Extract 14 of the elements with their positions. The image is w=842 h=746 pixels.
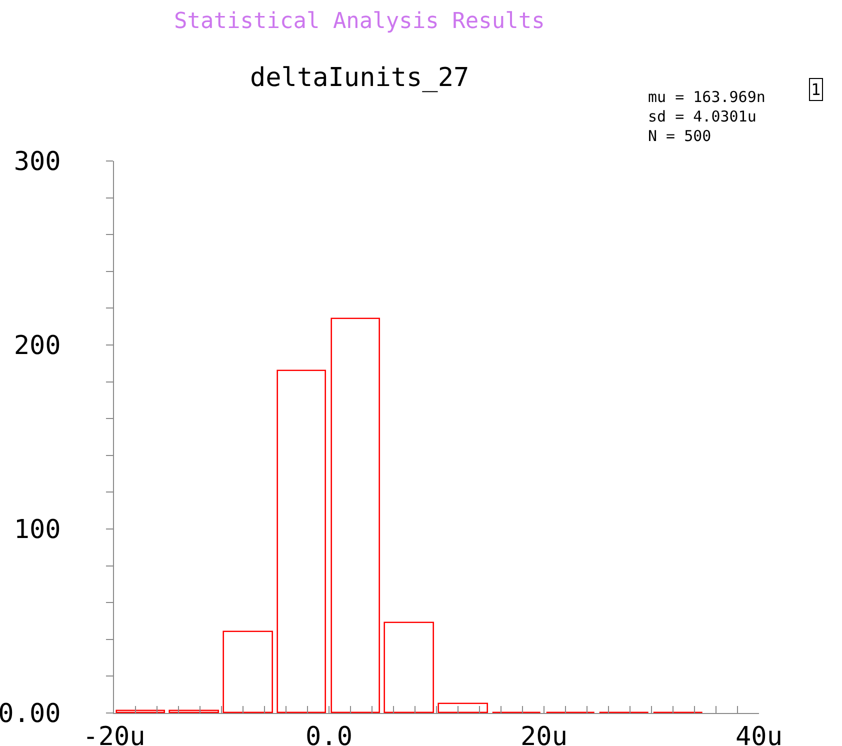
text: sd = 4.0301u	[648, 108, 756, 126]
x-tick-label: 20u	[520, 722, 568, 746]
chart-subtitle: deltaIunits_27	[250, 63, 470, 93]
x-tick-label: -20u	[82, 722, 146, 746]
y-tick-label: 300	[14, 147, 61, 178]
text: mu = 163.969n	[648, 88, 766, 106]
y-tick-label: 0.00	[0, 699, 61, 730]
y-tick-label: 100	[14, 515, 61, 546]
y-tick-label: 200	[14, 331, 61, 362]
text: N = 500	[648, 127, 712, 145]
x-tick-label: 0.0	[306, 722, 352, 746]
text: 1	[811, 80, 821, 99]
chart-title: Statistical Analysis Results	[174, 9, 545, 34]
x-tick-label: 40u	[736, 722, 782, 746]
